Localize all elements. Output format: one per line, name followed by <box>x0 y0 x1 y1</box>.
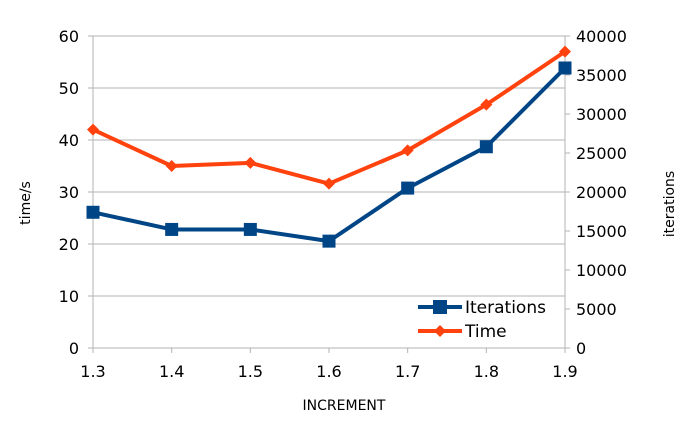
x-tick-label: 1.3 <box>80 362 105 381</box>
data-point-iterations <box>558 61 572 75</box>
x-tick-label: 1.8 <box>474 362 499 381</box>
right-y-tick-label: 15000 <box>576 222 627 241</box>
x-tick-label: 1.6 <box>316 362 341 381</box>
legend-item-time: Time <box>418 322 507 342</box>
data-point-time <box>244 156 257 169</box>
data-point-iterations <box>165 222 179 236</box>
series-line-iterations <box>92 66 567 244</box>
x-tick-label: 1.4 <box>159 362 184 381</box>
x-tick-label: 1.7 <box>395 362 420 381</box>
data-point-time <box>401 144 414 157</box>
right-y-tick-label: 5000 <box>576 300 617 319</box>
legend-marker-time <box>434 325 446 337</box>
right-y-tick-label: 10000 <box>576 261 627 280</box>
legend-label-iterations: Iterations <box>465 298 546 318</box>
data-point-iterations <box>86 205 100 219</box>
data-point-time <box>165 160 178 172</box>
left-y-tick-label: 50 <box>59 79 79 98</box>
right-y-axis-title: iterations <box>662 171 678 237</box>
grid-lines <box>88 35 570 353</box>
left-y-tick-label: 30 <box>59 183 79 202</box>
legend-item-iterations: Iterations <box>418 298 546 318</box>
data-series <box>86 45 572 248</box>
series-line-time <box>92 49 567 186</box>
data-point-time <box>480 98 493 111</box>
legend: Iterations Time <box>418 298 546 342</box>
data-point-iterations <box>401 181 415 195</box>
right-y-tick-label: 25000 <box>576 144 627 163</box>
left-y-tick-label: 20 <box>59 235 79 254</box>
data-point-time <box>559 45 571 58</box>
legend-marker-iterations <box>433 300 447 314</box>
right-y-tick-label: 30000 <box>576 105 627 124</box>
left-y-tick-label: 0 <box>69 339 79 358</box>
right-y-tick-label: 35000 <box>576 66 627 85</box>
left-y-tick-label: 60 <box>59 27 79 46</box>
left-y-tick-label: 40 <box>59 131 79 150</box>
right-y-tick-label: 20000 <box>576 183 627 202</box>
data-point-iterations <box>479 140 493 154</box>
left-y-axis-title: time/s <box>18 181 34 225</box>
left-y-tick-label: 10 <box>59 287 79 306</box>
x-tick-label: 1.5 <box>238 362 263 381</box>
data-point-time <box>87 123 99 136</box>
right-y-tick-label: 40000 <box>576 27 627 46</box>
x-tick-label: 1.9 <box>552 362 577 381</box>
data-point-iterations <box>243 222 257 236</box>
data-point-time <box>323 177 335 190</box>
data-point-iterations <box>322 234 336 248</box>
tick-labels: 0 10 20 30 40 50 60 0 5000 10000 15000 20000 25000 30… <box>59 27 627 381</box>
x-axis-title: INCREMENT <box>303 398 386 414</box>
right-y-tick-label: 0 <box>576 339 586 358</box>
legend-label-time: Time <box>464 322 507 342</box>
axes <box>92 36 566 349</box>
